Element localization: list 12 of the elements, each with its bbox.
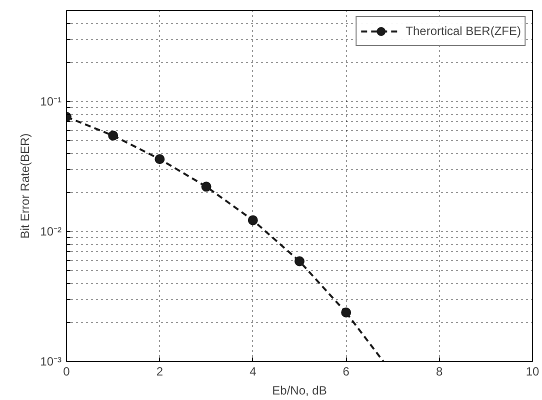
x-tick-label: 4 xyxy=(250,364,257,378)
x-axis-title: Eb/No, dB xyxy=(272,384,327,398)
legend-label: Therortical BER(ZFE) xyxy=(406,24,521,38)
x-tick-label: 0 xyxy=(63,364,70,378)
x-tick-label: 2 xyxy=(156,364,164,378)
x-tick-label: 6 xyxy=(342,364,350,378)
y-tick-label: 10⁻³ xyxy=(40,354,62,368)
x-tick-label: 8 xyxy=(436,364,443,378)
y-tick-label: 10⁻¹ xyxy=(40,94,62,108)
x-tick-label: 10 xyxy=(526,364,540,378)
y-axis-title: Bit Error Rate(BER) xyxy=(18,133,32,239)
y-tick-label: 10⁻² xyxy=(40,224,62,238)
